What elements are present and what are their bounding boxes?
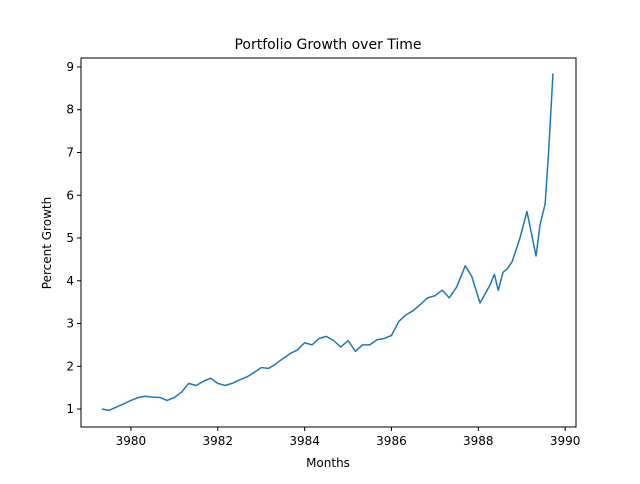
- y-tick-label: 8: [66, 103, 74, 117]
- y-tick-label: 1: [66, 402, 74, 416]
- y-tick-label: 2: [66, 359, 74, 373]
- chart-title: Portfolio Growth over Time: [234, 37, 421, 53]
- x-tick-label: 3988: [463, 434, 494, 448]
- x-axis-label: Months: [306, 456, 350, 470]
- y-tick-label: 9: [66, 60, 74, 74]
- y-tick-label: 6: [66, 188, 74, 202]
- y-axis-label: Percent Growth: [40, 197, 54, 289]
- x-tick-label: 3990: [550, 434, 581, 448]
- y-tick-label: 7: [66, 145, 74, 159]
- plot-frame: [80, 57, 577, 428]
- x-tick-label: 3986: [376, 434, 407, 448]
- line-series: [101, 73, 554, 412]
- x-tick-label: 3980: [116, 434, 147, 448]
- y-tick-label: 5: [66, 231, 74, 245]
- y-tick-label: 3: [66, 317, 74, 331]
- x-tick-label: 3982: [203, 434, 234, 448]
- y-tick-label: 4: [66, 274, 74, 288]
- x-tick-label: 3984: [289, 434, 320, 448]
